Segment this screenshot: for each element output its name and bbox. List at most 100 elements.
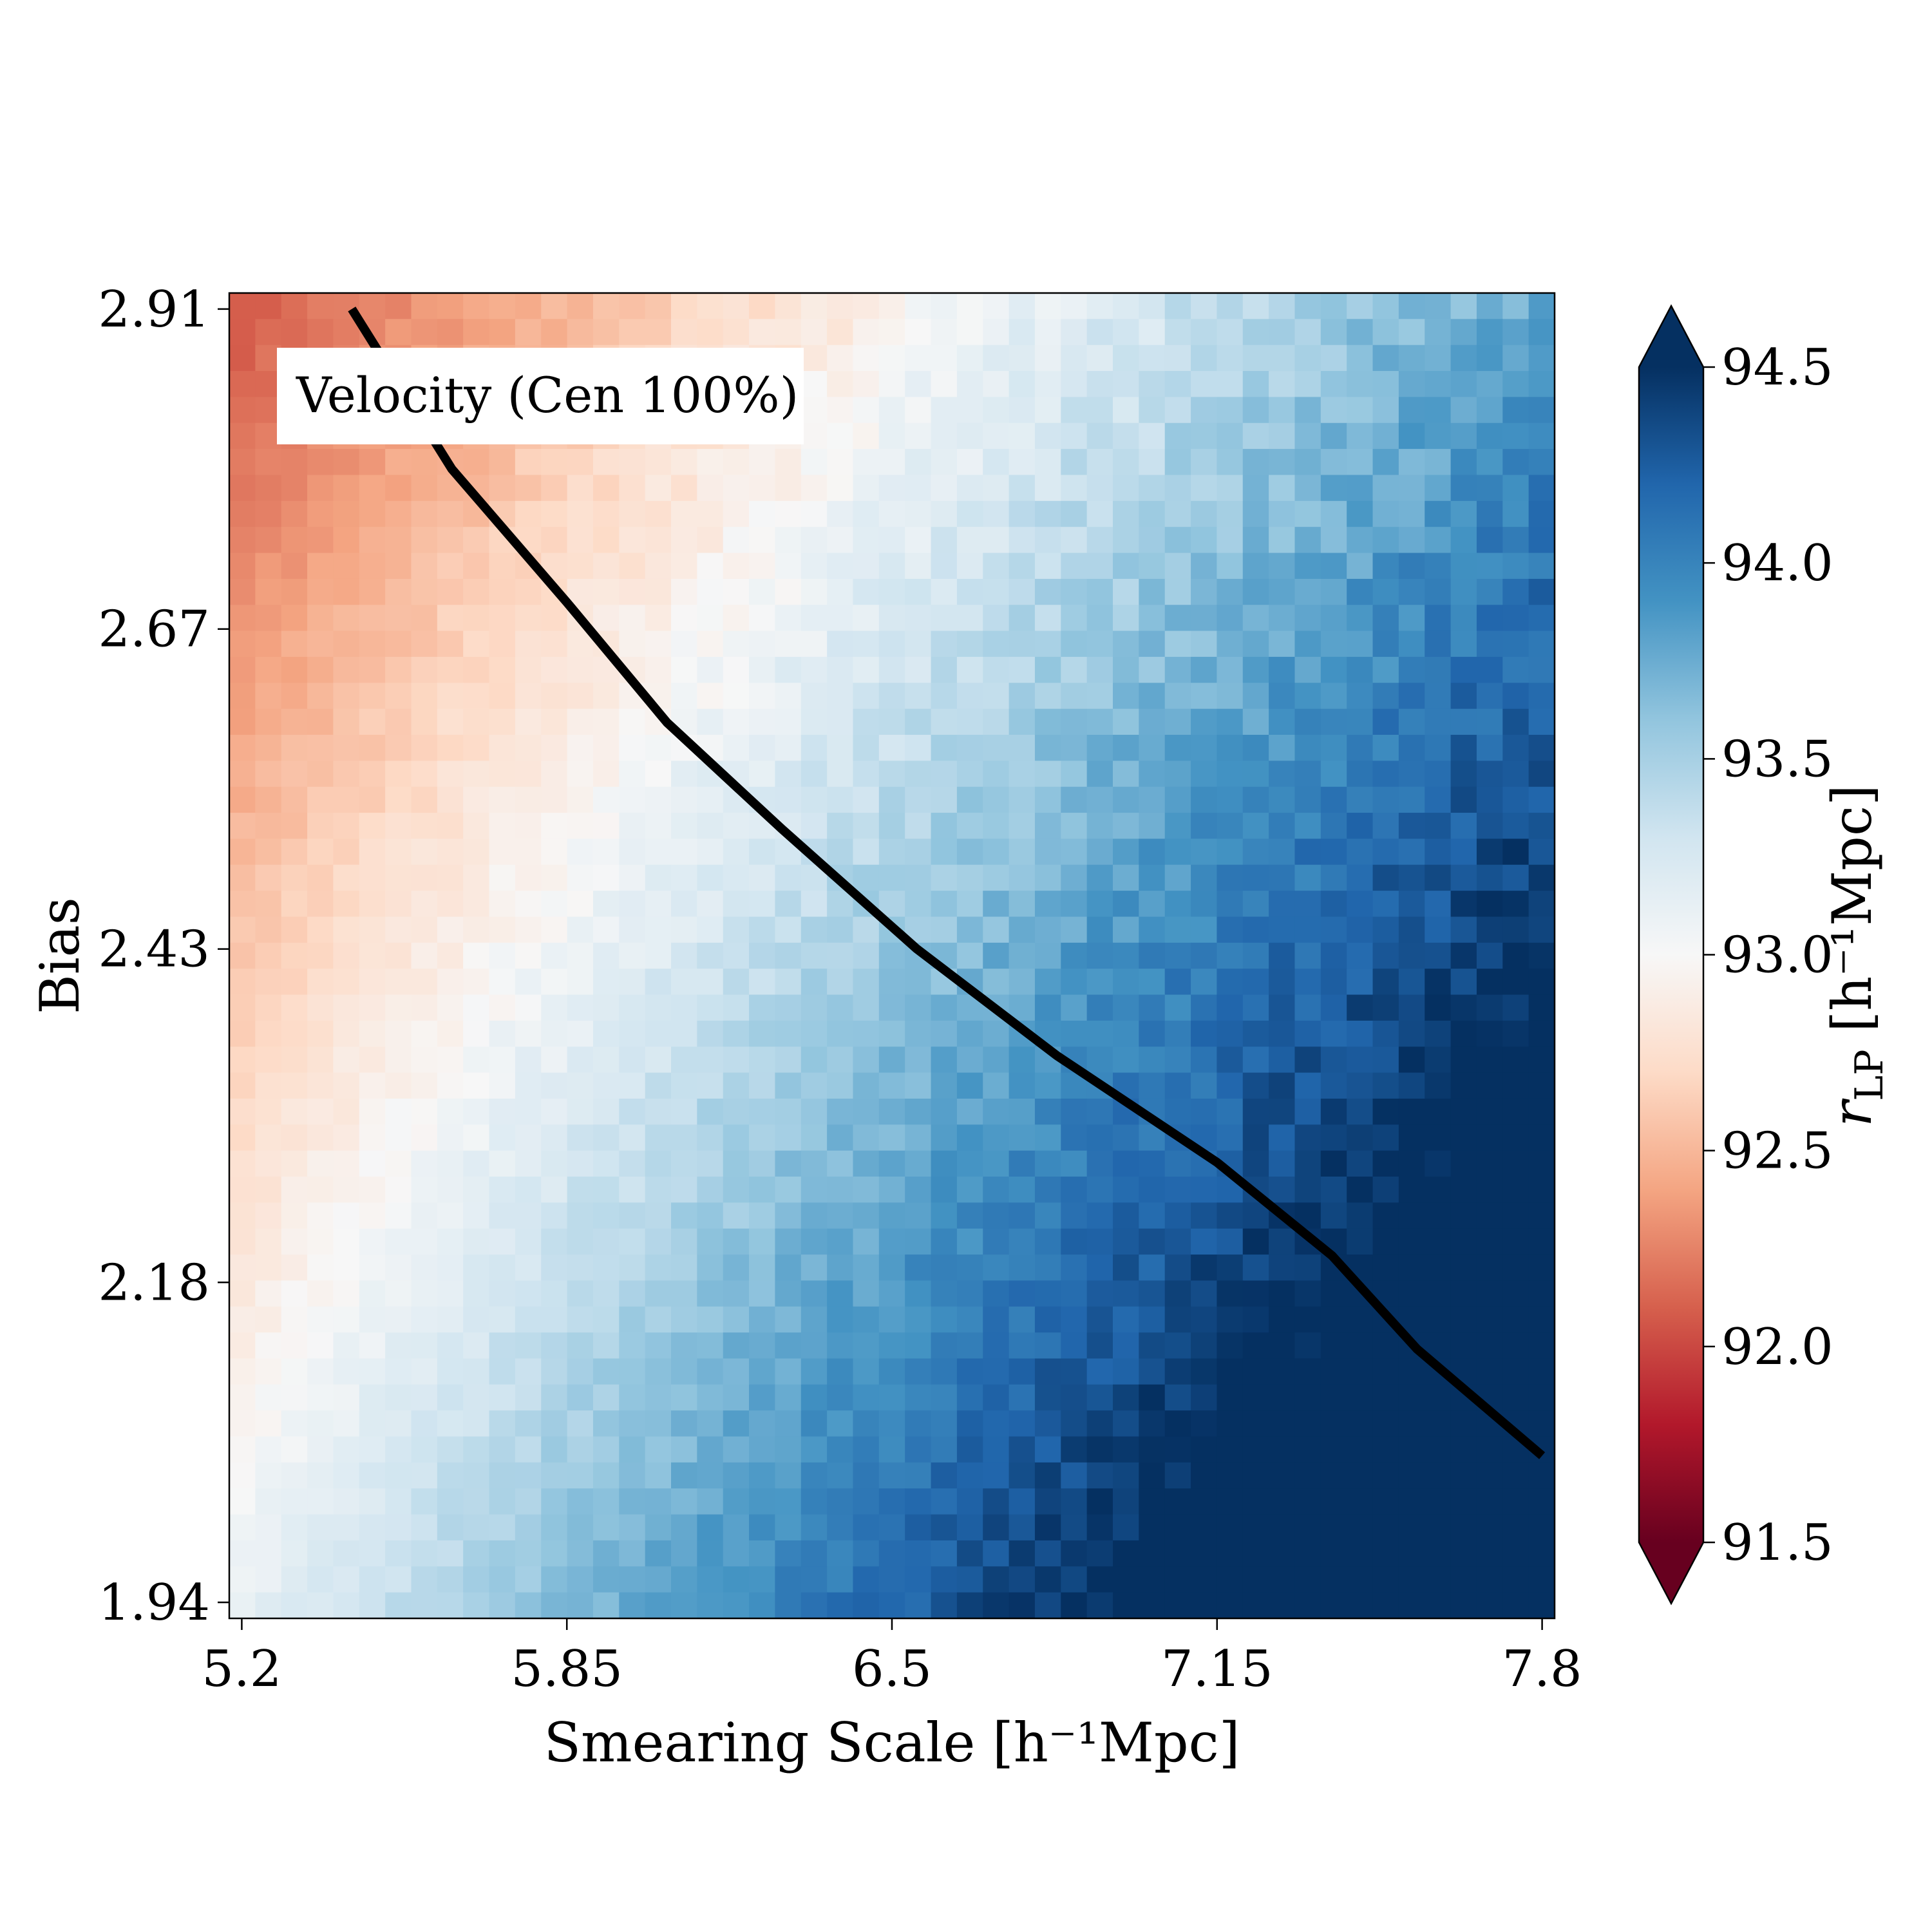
heatmap-cell [1217,1020,1244,1047]
heatmap-cell [1294,1358,1321,1385]
heatmap-cell [515,1177,542,1203]
heatmap-cell [1320,683,1347,710]
heatmap-cell [229,1384,256,1411]
heatmap-cell [1242,683,1269,710]
heatmap-cell [1425,1488,1452,1515]
heatmap-cell [307,656,334,683]
heatmap-cell [541,1098,568,1125]
heatmap-cell [541,864,568,891]
heatmap-cell [749,578,776,605]
heatmap-cell [463,1436,490,1463]
heatmap-cell [905,1488,932,1515]
heatmap-cell [956,891,983,918]
heatmap-cell [619,1202,646,1229]
heatmap-cell [1242,838,1269,866]
heatmap-cell [878,630,905,658]
heatmap-cell [645,1046,672,1074]
heatmap-cell [1476,1020,1503,1047]
heatmap-cell [878,553,905,580]
heatmap-cell [619,527,646,554]
heatmap-cell [931,1072,958,1099]
heatmap-cell [1425,1540,1452,1567]
heatmap-cell [905,1384,932,1411]
heatmap-cell [437,813,464,840]
heatmap-cell [878,1592,905,1619]
heatmap-cell [1294,838,1321,866]
heatmap-cell [1061,656,1088,683]
heatmap-cell [1269,578,1296,605]
heatmap-cell [1425,786,1452,813]
heatmap-cell [567,1332,594,1359]
heatmap-cell [1476,319,1503,346]
heatmap-cell [1061,735,1088,761]
heatmap-cell [1061,813,1088,840]
heatmap-cell [1476,449,1503,476]
heatmap-cell [1164,708,1191,735]
heatmap-cell [671,969,697,996]
heatmap-cell [1217,500,1244,527]
heatmap-cell [1086,1384,1113,1411]
heatmap-cell [541,786,568,813]
heatmap-cell [1450,1124,1477,1151]
heatmap-cell [541,1150,568,1177]
heatmap-cell [1320,864,1347,891]
heatmap-cell [1242,1566,1269,1593]
heatmap-cell [1164,656,1191,683]
heatmap-cell [541,500,568,527]
heatmap-cell [489,1514,516,1541]
heatmap-cell [827,1566,854,1593]
heatmap-cell [1347,1514,1374,1541]
heatmap-cell [827,1462,854,1489]
heatmap-cell [229,838,256,866]
heatmap-cell [800,1124,828,1151]
heatmap-cell [592,994,620,1021]
heatmap-cell [1009,1046,1036,1074]
heatmap-cell [671,1020,697,1047]
colorbar-max-extension [1639,306,1703,367]
heatmap-cell [592,1384,620,1411]
heatmap-cell [1086,605,1113,632]
heatmap-cell [385,683,412,710]
heatmap-cell [1347,916,1374,943]
heatmap-cell [1113,1177,1139,1203]
heatmap-cell [1425,1202,1452,1229]
heatmap-cell [437,1462,464,1489]
heatmap-cell [411,527,438,554]
heatmap-cell [1398,553,1425,580]
heatmap-cell [1164,1332,1191,1359]
heatmap-cell [1450,864,1477,891]
heatmap-cell [1294,708,1321,735]
heatmap-cell [541,735,568,761]
heatmap-cell [931,735,958,761]
heatmap-cell [1086,1436,1113,1463]
heatmap-cell [592,1462,620,1489]
heatmap-cell [1372,475,1399,502]
heatmap-cell [229,475,256,502]
heatmap-cell [1294,371,1321,398]
heatmap-cell [515,1124,542,1151]
heatmap-cell [1139,916,1166,943]
heatmap-cell [1139,475,1166,502]
heatmap-cell [1034,630,1061,658]
heatmap-cell [437,891,464,918]
heatmap-cell [1320,1046,1347,1074]
heatmap-cell [1009,813,1036,840]
heatmap-cell [307,994,334,1021]
heatmap-cell [905,500,932,527]
heatmap-cell [592,864,620,891]
heatmap-cell [1113,1150,1139,1177]
heatmap-cell [697,864,724,891]
heatmap-cell [1113,1255,1139,1282]
heatmap-cell [827,397,854,424]
heatmap-cell [1528,1488,1555,1515]
heatmap-cell [281,683,308,710]
heatmap-cell [1086,786,1113,813]
heatmap-cell [489,1462,516,1489]
heatmap-cell [1502,422,1530,450]
heatmap-cell [1269,1150,1296,1177]
heatmap-cell [1502,1306,1530,1333]
heatmap-cell [1425,449,1452,476]
heatmap-cell [1320,319,1347,346]
heatmap-cell [671,813,697,840]
